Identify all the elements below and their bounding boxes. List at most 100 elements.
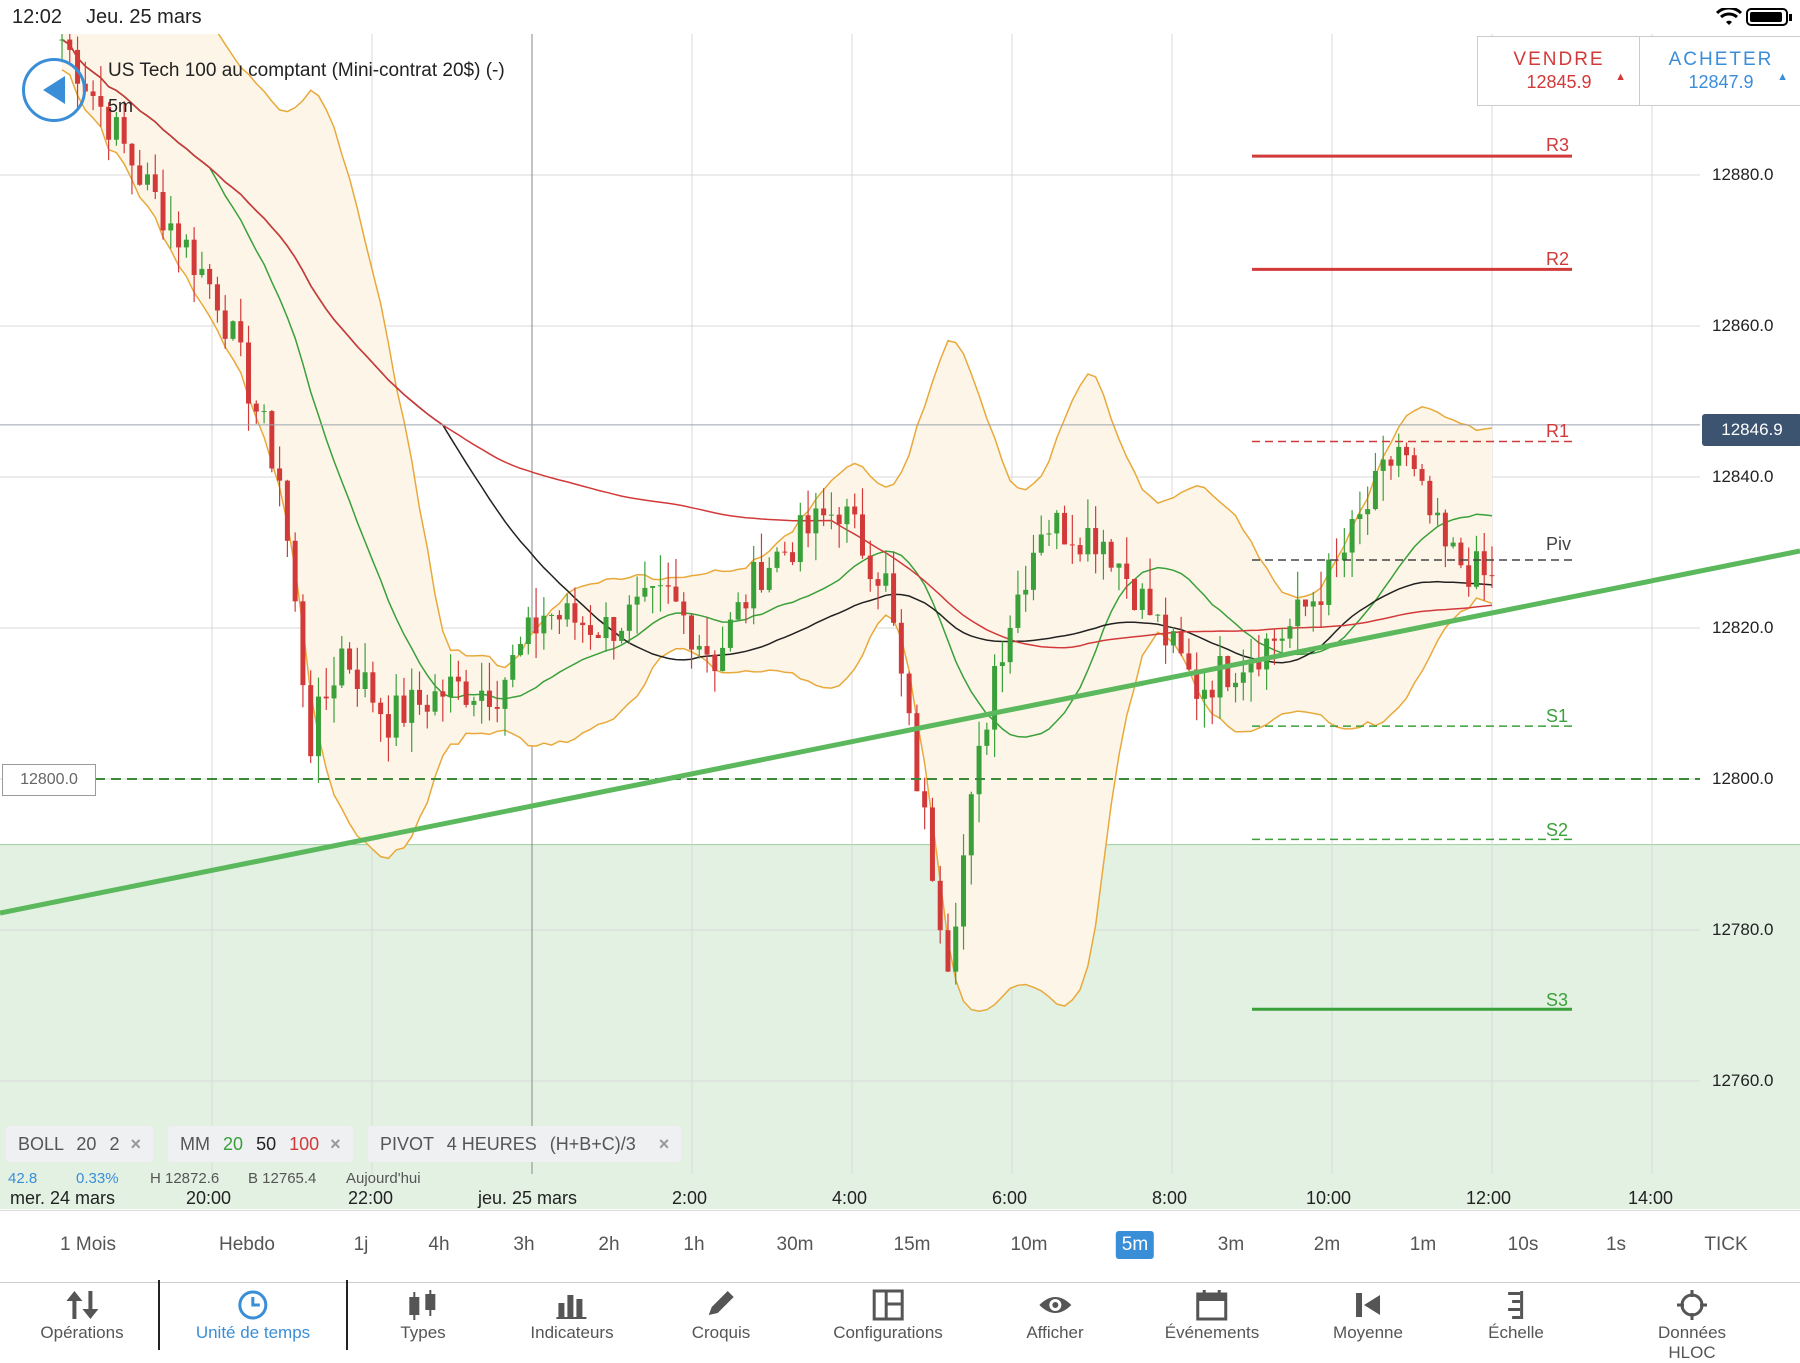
candle-body	[502, 679, 508, 709]
candle-body	[424, 704, 430, 712]
candle-body	[199, 268, 205, 276]
pivot-label-piv: Piv	[1546, 534, 1572, 554]
candle-body	[580, 622, 586, 626]
candle-body	[945, 930, 951, 972]
candle-body	[176, 223, 182, 248]
timeframe-1d[interactable]: 1j	[353, 1234, 369, 1255]
mm-period-3: 100	[289, 1134, 320, 1154]
tool-scale[interactable]: Échelle	[1488, 1283, 1544, 1351]
candle-body	[797, 515, 803, 563]
timeframe-3m[interactable]: 3m	[1217, 1234, 1245, 1255]
order-level-tag[interactable]: 12800.0	[2, 764, 96, 796]
candle-body	[821, 508, 827, 516]
y-tick-label: 12800.0	[1712, 769, 1774, 788]
tool-events[interactable]: Événements	[1165, 1283, 1259, 1351]
bollinger-lower	[61, 69, 1493, 1012]
candle-body	[696, 646, 702, 650]
candle-body	[1225, 656, 1231, 688]
timeframe-bar: 1 Mois Hebdo 1j 4h 3h 2h 1h 30m 15m 10m …	[0, 1210, 1800, 1283]
timeframe-5m[interactable]: 5m	[1115, 1231, 1155, 1259]
pivot-indicator-chip[interactable]: PIVOT 4 HEURES (H+B+C)/3 ×	[368, 1126, 682, 1162]
tool-configurations[interactable]: Configurations	[833, 1283, 943, 1351]
back-button[interactable]	[22, 58, 86, 122]
timeframe-4h[interactable]: 4h	[428, 1234, 450, 1255]
candle-body	[409, 689, 415, 723]
candle-body	[564, 603, 570, 620]
timeframe-3h[interactable]: 3h	[513, 1234, 535, 1255]
timeframe-1h[interactable]: 1h	[683, 1234, 705, 1255]
buy-label: ACHETER	[1668, 49, 1774, 70]
candle-body	[261, 411, 267, 413]
candle-body	[681, 601, 687, 616]
candle-body	[1201, 689, 1207, 699]
timeframe-30m[interactable]: 30m	[776, 1234, 814, 1255]
tool-average[interactable]: Moyenne	[1333, 1283, 1403, 1351]
candle-body	[1481, 551, 1487, 576]
price-chart[interactable]	[0, 34, 1800, 1209]
candle-body	[790, 552, 796, 563]
candle-body	[525, 617, 531, 644]
candle-body	[689, 615, 695, 650]
timeframe-2m[interactable]: 2m	[1313, 1234, 1341, 1255]
candle-body	[75, 49, 81, 84]
timeframe-10m[interactable]: 10m	[1010, 1234, 1048, 1255]
bollinger-upper	[217, 34, 1493, 669]
candle-body	[712, 654, 718, 672]
sell-button[interactable]: VENDRE 12845.9 ▲	[1477, 36, 1641, 106]
candle-body	[976, 745, 982, 795]
candle-body	[1178, 631, 1184, 654]
boll-deviation: 2	[109, 1134, 120, 1154]
close-icon[interactable]: ×	[130, 1134, 141, 1154]
candle-body	[269, 411, 275, 469]
candle-body	[339, 648, 345, 686]
timeframe-10s[interactable]: 10s	[1507, 1234, 1539, 1255]
pivot-label-r1: R1	[1546, 421, 1570, 441]
tool-configurations-label: Configurations	[833, 1323, 943, 1342]
instrument-title: US Tech 100 au comptant (Mini-contrat 20…	[108, 60, 505, 81]
chart-canvas[interactable]	[0, 34, 1800, 1209]
date-label: mer. 24 mars	[10, 1188, 116, 1208]
timeframe-15m[interactable]: 15m	[893, 1234, 931, 1255]
candle-body	[1046, 533, 1052, 535]
buy-button[interactable]: ACHETER 12847.9 ▲	[1639, 36, 1800, 106]
candle-body	[766, 567, 772, 590]
candle-body	[1318, 601, 1324, 605]
candle-body	[1108, 541, 1114, 568]
timeframe-tick[interactable]: TICK	[1704, 1234, 1748, 1255]
pivot-period: 4 HEURES	[446, 1134, 537, 1154]
current-price-badge: 12846.9	[1702, 414, 1800, 446]
timeframe-weekly[interactable]: Hebdo	[219, 1234, 275, 1255]
crosshair-icon	[1677, 1290, 1707, 1320]
tool-hloc-data[interactable]: Données HLOC	[1638, 1283, 1746, 1362]
tool-types[interactable]: Types	[400, 1283, 446, 1351]
candle-body	[253, 403, 259, 412]
candle-body	[1326, 559, 1332, 605]
mm-period-2: 50	[256, 1134, 277, 1154]
close-icon[interactable]: ×	[658, 1134, 670, 1154]
tool-sketch[interactable]: Croquis	[692, 1283, 750, 1351]
boll-indicator-chip[interactable]: BOLL 20 2 ×	[6, 1126, 153, 1162]
timeframe-1-month[interactable]: 1 Mois	[60, 1234, 116, 1255]
y-tick-label: 12860.0	[1712, 316, 1774, 335]
candle-body	[1450, 542, 1456, 547]
tool-operations[interactable]: Opérations	[40, 1283, 124, 1351]
timeframe-1s[interactable]: 1s	[1605, 1234, 1627, 1255]
timeframe-2h[interactable]: 2h	[598, 1234, 620, 1255]
candle-body	[533, 617, 539, 634]
x-tick-label: 14:00	[1628, 1188, 1674, 1208]
calendar-icon	[1196, 1290, 1228, 1321]
mm-indicator-chip[interactable]: MM 20 50 100 ×	[168, 1126, 353, 1162]
candle-body	[67, 39, 73, 50]
tool-indicators[interactable]: Indicateurs	[530, 1283, 614, 1351]
candle-body	[1458, 542, 1464, 566]
candle-body	[378, 702, 384, 715]
candle-body	[572, 603, 578, 623]
close-icon[interactable]: ×	[330, 1134, 341, 1154]
status-date: Jeu. 25 mars	[86, 6, 202, 28]
timeframe-1m[interactable]: 1m	[1409, 1234, 1437, 1255]
tool-display[interactable]: Afficher	[1026, 1283, 1084, 1351]
candle-body	[1015, 594, 1021, 628]
x-tick-label: 6:00	[992, 1188, 1028, 1208]
pivot-label-s2: S2	[1546, 820, 1569, 840]
tool-timeframe[interactable]: Unité de temps	[196, 1283, 310, 1351]
